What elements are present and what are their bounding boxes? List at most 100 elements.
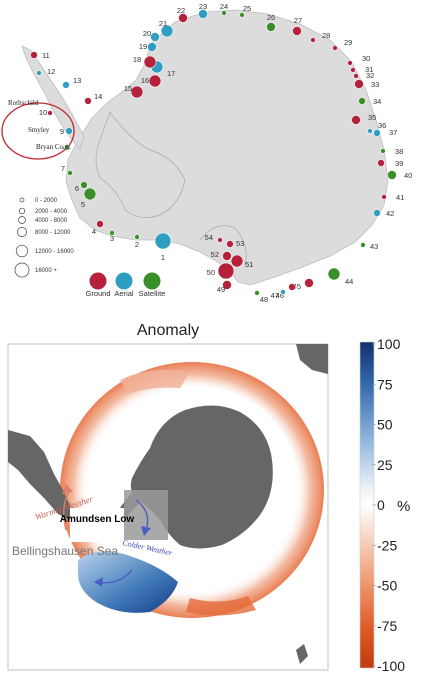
site-marker-14	[84, 97, 92, 105]
site-label-28: 28	[322, 31, 330, 40]
amundsen-low-label-box	[70, 508, 124, 542]
size-legend-swatch-4	[15, 244, 29, 258]
site-label-7: 7	[61, 164, 65, 173]
site-marker-52	[222, 251, 232, 261]
site-label-3: 3	[110, 234, 114, 243]
site-marker-1	[154, 232, 172, 250]
site-label-23: 23	[199, 2, 207, 11]
site-marker-3	[109, 230, 115, 236]
size-legend-label-0: 0 - 2000	[35, 198, 58, 204]
site-label-38: 38	[395, 147, 403, 156]
site-label-50: 50	[207, 268, 215, 277]
inset-label-0: Rothschild	[8, 99, 39, 107]
site-marker-12	[36, 70, 42, 76]
site-marker-43	[360, 242, 366, 248]
type-legend-label-aerial: Aerial	[114, 289, 134, 298]
colorbar-tick-label-7: -75	[377, 618, 397, 634]
site-label-51: 51	[245, 260, 253, 269]
site-marker-22	[178, 13, 188, 23]
site-label-5: 5	[81, 200, 85, 209]
site-label-39: 39	[395, 159, 403, 168]
colorbar-unit: %	[397, 498, 410, 515]
site-label-40: 40	[404, 171, 412, 180]
site-label-45: 45	[293, 282, 301, 291]
amundsen-low-label: Amundsen Low	[60, 514, 135, 525]
site-marker-21	[160, 24, 174, 38]
size-legend-label-1: 2000 - 4000	[35, 209, 68, 215]
australia-land	[296, 344, 328, 374]
bellingshausen-sea-label: Bellingshausen Sea	[12, 544, 118, 558]
site-label-2: 2	[135, 240, 139, 249]
site-marker-11	[30, 51, 38, 59]
type-legend-label-satellite: Satellite	[139, 289, 166, 298]
site-label-27: 27	[294, 16, 302, 25]
site-label-34: 34	[373, 97, 381, 106]
type-legend-swatch-ground	[89, 272, 107, 290]
site-label-49: 49	[217, 285, 225, 294]
site-marker-45	[304, 278, 314, 288]
colorbar-tick-label-5: -25	[377, 537, 397, 553]
site-marker-29	[332, 45, 338, 51]
site-marker-2	[134, 234, 140, 240]
site-label-29: 29	[344, 38, 352, 47]
site-label-30: 30	[362, 54, 370, 63]
colorbar-tick-label-8: -100	[377, 658, 405, 674]
site-marker-34	[358, 97, 366, 105]
colorbar: 100 75 50 25 0 -25 -50 -75 -100 %	[359, 336, 410, 674]
site-marker-20	[150, 32, 160, 42]
site-label-6: 6	[75, 184, 79, 193]
positive-anomaly-patch	[78, 551, 178, 613]
site-label-10: 10	[39, 108, 47, 117]
site-label-17: 17	[167, 69, 175, 78]
colorbar-ramp	[359, 341, 375, 669]
anomaly-map: Warmer Weather Amundsen Low Colder Weath…	[7, 343, 329, 671]
colorbar-tick-label-0: 100	[377, 336, 401, 352]
site-marker-42	[373, 209, 381, 217]
colorbar-tick-label-4: 0	[377, 497, 385, 513]
site-marker-50	[217, 262, 235, 280]
site-label-20: 20	[143, 29, 151, 38]
site-label-25: 25	[243, 4, 251, 13]
site-marker-26	[266, 22, 276, 32]
site-marker-39	[377, 159, 385, 167]
site-marker-30	[347, 60, 353, 66]
site-label-4: 4	[92, 227, 96, 236]
site-label-26: 26	[267, 13, 275, 22]
anomaly-title: Anomaly	[137, 322, 199, 339]
site-marker-4	[96, 220, 104, 228]
site-marker-40	[387, 170, 397, 180]
inset-labels: Rothschild Smyley Bryan Coast	[8, 99, 71, 151]
site-marker-36	[367, 128, 373, 134]
site-label-13: 13	[73, 76, 81, 85]
bellingshausen-sea-text: Bellingshausen Sea	[12, 544, 118, 558]
site-label-16: 16	[141, 76, 149, 85]
site-marker-46	[288, 283, 296, 291]
site-label-46: 46	[276, 291, 284, 300]
site-label-12: 12	[47, 67, 55, 76]
colorbar-ticks: 100 75 50 25 0 -25 -50 -75 -100	[372, 336, 405, 674]
site-marker-48	[254, 290, 260, 296]
site-label-35: 35	[368, 113, 376, 122]
site-marker-7	[67, 170, 73, 176]
site-label-41: 41	[396, 193, 404, 202]
size-legend-label-2: 4000 - 8000	[35, 218, 68, 224]
site-marker-37	[373, 129, 381, 137]
size-legend-swatch-1	[18, 207, 26, 215]
colorbar-tick-label-3: 25	[377, 457, 393, 473]
ice-shelf-outline	[199, 225, 247, 266]
type-legend-swatch-aerial	[115, 272, 133, 290]
site-label-8: 8	[65, 143, 69, 152]
site-marker-18	[143, 55, 157, 69]
site-label-52: 52	[211, 250, 219, 259]
site-label-36: 36	[378, 121, 386, 130]
return-flow-arrowhead	[94, 577, 103, 587]
cold-flow-arrowhead	[141, 526, 151, 536]
south-america-land	[8, 430, 72, 520]
site-marker-35	[351, 115, 361, 125]
site-marker-19	[147, 42, 157, 52]
site-marker-13	[62, 81, 70, 89]
site-marker-49	[222, 280, 232, 290]
site-marker-24	[221, 10, 227, 16]
